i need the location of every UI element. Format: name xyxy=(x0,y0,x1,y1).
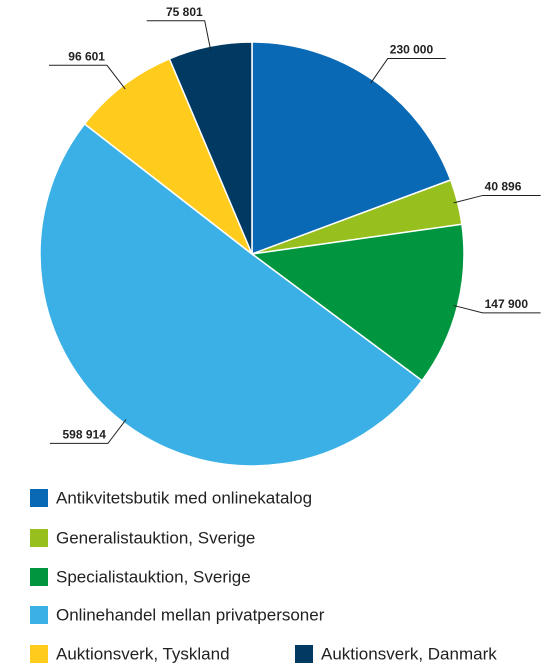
legend-label: Auktionsverk, Danmark xyxy=(321,644,497,663)
value-label: 40 896 xyxy=(485,180,522,194)
leader-line xyxy=(453,304,541,314)
value-label: 230 000 xyxy=(390,43,434,57)
leader-line xyxy=(146,20,212,51)
legend-label: Specialistauktion, Sverige xyxy=(56,567,251,586)
value-label: 75 801 xyxy=(166,5,203,19)
value-label: 147 900 xyxy=(485,297,529,311)
legend-label: Antikvitetsbutik med onlinekatalog xyxy=(56,488,312,507)
legend-label: Auktionsverk, Tyskland xyxy=(56,644,230,663)
legend-swatch xyxy=(30,645,48,663)
legend-label: Generalistauktion, Sverige xyxy=(56,528,255,547)
leader-line xyxy=(370,58,446,84)
legend-swatch xyxy=(30,529,48,547)
value-label: 96 601 xyxy=(68,49,105,63)
leader-line xyxy=(48,64,126,90)
leader-line xyxy=(453,194,541,204)
legend-swatch xyxy=(30,606,48,624)
legend-label: Onlinehandel mellan privatpersoner xyxy=(56,605,325,624)
value-label: 598 914 xyxy=(62,428,106,442)
legend-swatch xyxy=(30,489,48,507)
legend-swatch xyxy=(30,568,48,586)
leader-line xyxy=(49,419,127,444)
legend-swatch xyxy=(295,645,313,663)
